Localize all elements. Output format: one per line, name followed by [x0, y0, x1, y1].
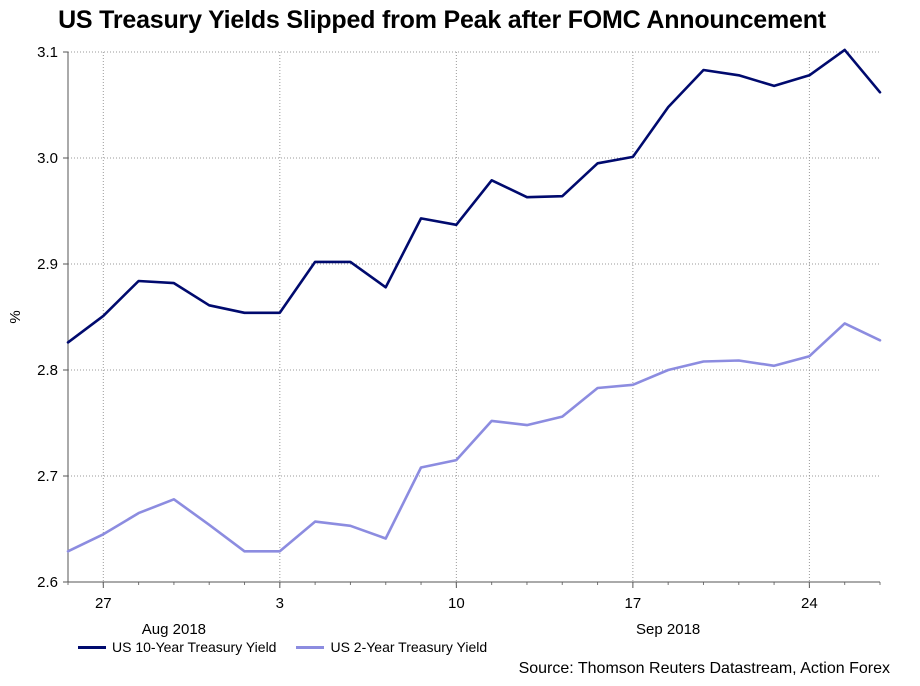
x-tick-label: 10	[448, 595, 465, 612]
legend-item-10y: US 10-Year Treasury Yield	[78, 639, 276, 655]
y-axis-label: %	[7, 310, 24, 323]
x-tick-label: 17	[625, 595, 642, 612]
y-tick-label: 2.9	[37, 256, 58, 273]
series-line-2y	[66, 322, 882, 553]
series-lines	[66, 48, 882, 553]
legend-item-2y: US 2-Year Treasury Yield	[296, 639, 487, 655]
y-tick-label: 2.6	[37, 574, 58, 591]
legend-label-10y: US 10-Year Treasury Yield	[112, 639, 277, 655]
source-note: Source: Thomson Reuters Datastream, Acti…	[518, 660, 890, 677]
grid-lines	[68, 51, 880, 583]
legend-label-2y: US 2-Year Treasury Yield	[330, 639, 488, 655]
x-tick-label: 24	[801, 595, 818, 612]
axes	[63, 51, 881, 588]
legend-swatch-2y	[296, 645, 325, 649]
legend-swatch-10y	[78, 645, 106, 649]
y-tick-label: 2.8	[37, 362, 58, 379]
y-tick-label: 3.0	[37, 150, 58, 167]
month-label: Aug 2018	[142, 621, 206, 638]
x-tick-label: 3	[276, 595, 284, 612]
legend: US 10-Year Treasury Yield US 2-Year Trea…	[78, 639, 487, 655]
tick-labels: 2.6 2.7 2.8 2.9 3.0 3.1 27 3 10 17 24 Aug 2018 Sep 2…	[7, 44, 818, 638]
y-tick-label: 2.7	[37, 468, 58, 485]
month-label: Sep 2018	[636, 621, 700, 638]
x-tick-label: 27	[95, 595, 112, 612]
series-line-10y	[66, 48, 882, 344]
y-tick-label: 3.1	[37, 44, 58, 61]
chart-title: US Treasury Yields Slipped from Peak aft…	[58, 6, 826, 34]
